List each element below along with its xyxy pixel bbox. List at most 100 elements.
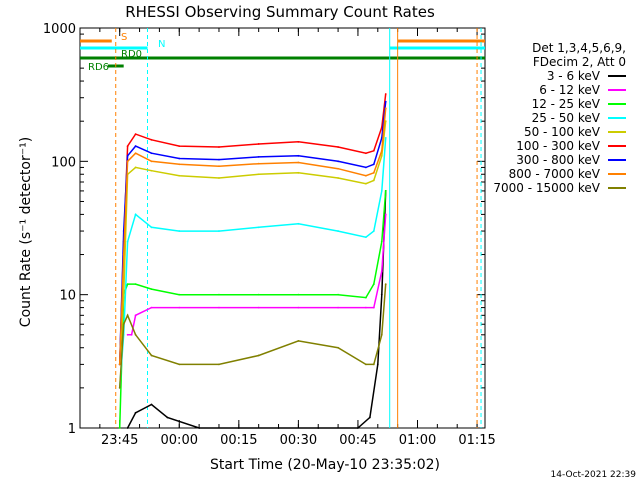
series-line bbox=[118, 108, 387, 365]
data-point bbox=[372, 179, 375, 182]
data-point bbox=[150, 306, 153, 309]
footer-date: 14-Oct-2021 22:39 bbox=[551, 470, 637, 480]
data-point bbox=[134, 411, 137, 414]
data-point bbox=[134, 213, 137, 216]
data-point bbox=[380, 149, 383, 152]
data-point bbox=[372, 149, 375, 152]
data-point bbox=[126, 160, 129, 163]
legend-label: 300 - 800 keV bbox=[516, 153, 600, 167]
data-point bbox=[380, 270, 383, 273]
data-point bbox=[122, 293, 125, 296]
data-point bbox=[297, 171, 300, 174]
data-point bbox=[126, 314, 129, 317]
data-point bbox=[134, 133, 137, 136]
data-point bbox=[126, 333, 129, 336]
data-point bbox=[118, 386, 121, 389]
y-tick-label: 1 bbox=[68, 422, 76, 437]
x-axis-label: Start Time (20-May-10 23:35:02) bbox=[210, 457, 440, 473]
data-point bbox=[178, 363, 181, 366]
data-point bbox=[218, 158, 220, 161]
data-point bbox=[178, 174, 181, 177]
data-point bbox=[178, 306, 181, 309]
x-tick-label: 23:45 bbox=[101, 433, 138, 448]
legend-header-line-1: Det 1,3,4,5,6,9, bbox=[532, 41, 626, 55]
legend-header-line-2: FDecim 2, Att 0 bbox=[533, 55, 626, 69]
data-point bbox=[364, 296, 367, 299]
data-point bbox=[297, 293, 300, 296]
data-point bbox=[372, 230, 375, 232]
data-point bbox=[134, 283, 137, 286]
data-point bbox=[178, 293, 181, 296]
data-point bbox=[178, 145, 181, 148]
data-point bbox=[126, 427, 129, 429]
data-point bbox=[257, 173, 260, 176]
data-point bbox=[337, 306, 339, 309]
data-point bbox=[372, 283, 375, 286]
data-point bbox=[257, 293, 260, 296]
x-tick-label: 01:15 bbox=[458, 433, 495, 448]
data-point bbox=[384, 136, 387, 139]
legend-label: 100 - 300 keV bbox=[516, 139, 600, 153]
legend-label: 800 - 7000 keV bbox=[509, 167, 601, 181]
data-point bbox=[126, 145, 129, 148]
data-point bbox=[150, 403, 153, 406]
data-point bbox=[118, 363, 121, 366]
data-point bbox=[364, 152, 367, 155]
data-point bbox=[380, 154, 383, 157]
data-point bbox=[364, 306, 367, 309]
legend-label: 25 - 50 keV bbox=[532, 111, 601, 125]
data-point bbox=[364, 174, 367, 177]
y-tick-label: 100 bbox=[51, 155, 76, 170]
legend-label: 6 - 12 keV bbox=[539, 83, 601, 97]
data-point bbox=[134, 152, 137, 155]
series-line bbox=[118, 284, 387, 388]
data-point bbox=[150, 226, 153, 229]
flag-label-s: S bbox=[121, 32, 127, 43]
series-line bbox=[126, 190, 387, 429]
data-point bbox=[134, 145, 137, 148]
data-point bbox=[337, 160, 339, 163]
data-point bbox=[134, 166, 137, 169]
data-point bbox=[297, 154, 300, 157]
data-point bbox=[150, 354, 153, 357]
data-point bbox=[380, 190, 383, 192]
data-point bbox=[126, 154, 129, 157]
x-tick-label: 00:30 bbox=[280, 433, 317, 448]
data-point bbox=[150, 160, 153, 163]
data-point bbox=[218, 177, 220, 179]
data-point bbox=[357, 427, 359, 429]
series-line bbox=[118, 121, 387, 365]
series-line bbox=[118, 93, 387, 365]
series-line bbox=[118, 137, 387, 388]
y-tick-label: 10 bbox=[59, 289, 76, 304]
flag-label-rd6: RD6 bbox=[88, 62, 109, 73]
data-point bbox=[380, 240, 383, 243]
data-point bbox=[384, 107, 387, 110]
legend-label: 3 - 6 keV bbox=[547, 69, 601, 83]
data-point bbox=[372, 363, 375, 366]
data-point bbox=[130, 333, 133, 336]
data-point bbox=[257, 226, 260, 229]
data-point bbox=[257, 306, 260, 309]
series-line bbox=[118, 101, 387, 365]
data-point bbox=[297, 340, 300, 342]
data-point bbox=[372, 306, 375, 309]
flag-label-rd0: RD0 bbox=[121, 49, 142, 60]
data-point bbox=[337, 146, 339, 148]
data-point bbox=[384, 93, 387, 95]
data-point bbox=[118, 427, 121, 429]
data-point bbox=[380, 333, 383, 336]
data-point bbox=[126, 283, 129, 286]
x-tick-label: 00:00 bbox=[161, 433, 198, 448]
data-point bbox=[372, 163, 375, 166]
data-point bbox=[218, 146, 220, 148]
data-point bbox=[178, 163, 181, 166]
legend-label: 12 - 25 keV bbox=[532, 97, 601, 111]
data-point bbox=[150, 138, 153, 141]
data-point bbox=[122, 253, 125, 256]
data-point bbox=[237, 427, 240, 429]
data-point bbox=[297, 161, 300, 164]
data-point bbox=[372, 171, 375, 174]
data-point bbox=[384, 190, 387, 192]
